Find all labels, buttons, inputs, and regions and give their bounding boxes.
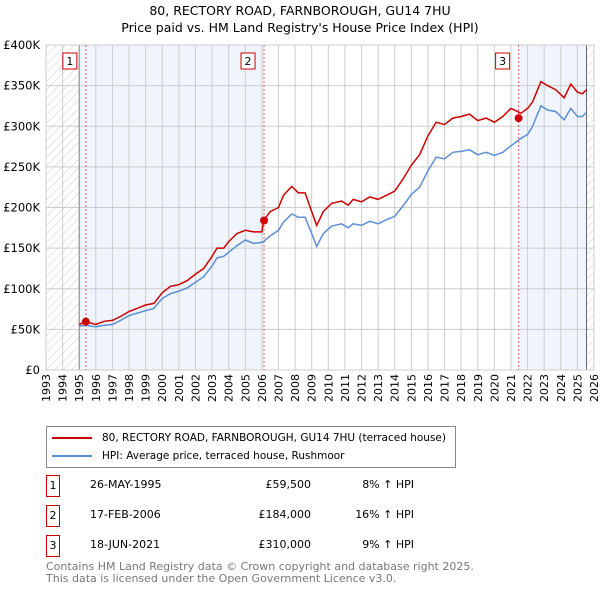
x-tick-label: 2000 <box>156 374 169 402</box>
x-tick-label: 2015 <box>405 374 418 402</box>
legend-swatch <box>52 437 92 439</box>
y-tick-label: £200K <box>3 201 40 215</box>
sale-marker-label: 1 <box>46 475 60 497</box>
x-tick-label: 1994 <box>57 374 70 402</box>
x-tick-label: 2026 <box>588 374 600 402</box>
x-tick-label: 2017 <box>439 374 452 402</box>
y-tick-label: £300K <box>3 119 40 133</box>
x-tick-label: 2019 <box>472 374 485 402</box>
x-tick-label: 2005 <box>239 374 252 402</box>
x-tick-label: 1993 <box>40 374 53 402</box>
legend-item-hpi: HPI: Average price, terraced house, Rush… <box>52 449 345 463</box>
x-tick-label: 1995 <box>73 374 86 402</box>
x-tick-label: 2004 <box>223 374 236 402</box>
plot-border <box>45 44 595 371</box>
sale-marker-label: 3 <box>46 535 60 557</box>
sale-row: 3 18-JUN-2021 £310,000 9% ↑ HPI <box>46 535 426 557</box>
legend-item-property: 80, RECTORY ROAD, FARNBOROUGH, GU14 7HU … <box>52 431 446 445</box>
sale-marker-number: 2 <box>245 55 252 68</box>
x-tick-label: 2018 <box>455 374 468 402</box>
sale-point <box>81 317 90 326</box>
sale-hpi-diff: 16% ↑ HPI <box>355 508 414 521</box>
chart-title: 80, RECTORY ROAD, FARNBOROUGH, GU14 7HU <box>149 3 451 18</box>
x-tick-label: 1999 <box>140 374 153 402</box>
chart-subtitle: Price paid vs. HM Land Registry's House … <box>121 20 479 35</box>
sale-point <box>260 216 269 225</box>
legend: 80, RECTORY ROAD, FARNBOROUGH, GU14 7HU … <box>46 426 456 468</box>
sale-hpi-diff: 9% ↑ HPI <box>362 538 414 551</box>
y-tick-label: £150K <box>3 241 40 255</box>
x-tick-label: 2001 <box>173 374 186 402</box>
x-tick-label: 1997 <box>106 374 119 402</box>
x-tick-label: 1998 <box>123 374 136 402</box>
sale-marker-number: 3 <box>499 55 506 68</box>
sale-marker-label: 2 <box>46 505 60 527</box>
sale-date: 17-FEB-2006 <box>90 508 161 521</box>
footer-note: Contains HM Land Registry data © Crown c… <box>46 561 474 585</box>
x-tick-label: 2003 <box>206 374 219 402</box>
property-price-line <box>78 80 588 326</box>
price-chart: 1993 1994 1995 1996 1997 1998 1999 2000 2001 2002… <box>3 38 600 402</box>
y-tick-label: £400K <box>3 38 40 52</box>
legend-label: HPI: Average price, terraced house, Rush… <box>102 450 345 462</box>
y-tick-label: £250K <box>3 160 40 174</box>
x-tick-label: 2006 <box>256 374 269 402</box>
sale-row: 1 26-MAY-1995 £59,500 8% ↑ HPI <box>46 475 426 497</box>
y-tick-label: £350K <box>3 79 40 93</box>
sale-marker-number: 1 <box>66 55 73 68</box>
legend-label: 80, RECTORY ROAD, FARNBOROUGH, GU14 7HU … <box>102 432 446 444</box>
x-tick-label: 2014 <box>389 374 402 402</box>
x-tick-label: 1996 <box>90 374 103 402</box>
y-tick-label: £0 <box>25 363 40 377</box>
sale-date: 26-MAY-1995 <box>90 478 162 491</box>
sale-marker-box <box>240 52 256 70</box>
sale-date: 18-JUN-2021 <box>90 538 161 551</box>
y-tick-label: £100K <box>3 282 40 296</box>
x-tick-label: 2011 <box>339 374 352 402</box>
x-tick-label: 2008 <box>289 374 302 402</box>
x-tick-label: 2021 <box>505 374 518 402</box>
sale-row: 2 17-FEB-2006 £184,000 16% ↑ HPI <box>46 505 426 527</box>
sale-marker-box <box>62 52 78 70</box>
hpi-line <box>79 104 588 328</box>
x-tick-label: 2010 <box>322 374 335 402</box>
x-tick-label: 2025 <box>571 374 584 402</box>
footer-line: This data is licensed under the Open Gov… <box>46 572 397 585</box>
x-tick-label: 2016 <box>422 374 435 402</box>
sale-price: £184,000 <box>258 508 312 521</box>
x-tick-label: 2002 <box>189 374 202 402</box>
footer-line: Contains HM Land Registry data © Crown c… <box>46 560 474 573</box>
sale-marker-box <box>495 52 511 70</box>
x-tick-label: 2013 <box>372 374 385 402</box>
sale-hpi-diff: 8% ↑ HPI <box>362 478 414 491</box>
x-tick-label: 2012 <box>356 374 369 402</box>
sale-point <box>514 114 523 123</box>
sale-price: £59,500 <box>265 478 312 491</box>
x-tick-label: 2020 <box>488 374 501 402</box>
x-tick-label: 2022 <box>522 374 535 402</box>
x-tick-label: 2007 <box>272 374 285 402</box>
x-tick-label: 2023 <box>538 374 551 402</box>
x-tick-label: 2024 <box>555 374 568 402</box>
x-tick-label: 2009 <box>306 374 319 402</box>
sale-price: £310,000 <box>258 538 312 551</box>
y-tick-label: £50K <box>11 322 41 336</box>
legend-swatch <box>52 455 92 457</box>
